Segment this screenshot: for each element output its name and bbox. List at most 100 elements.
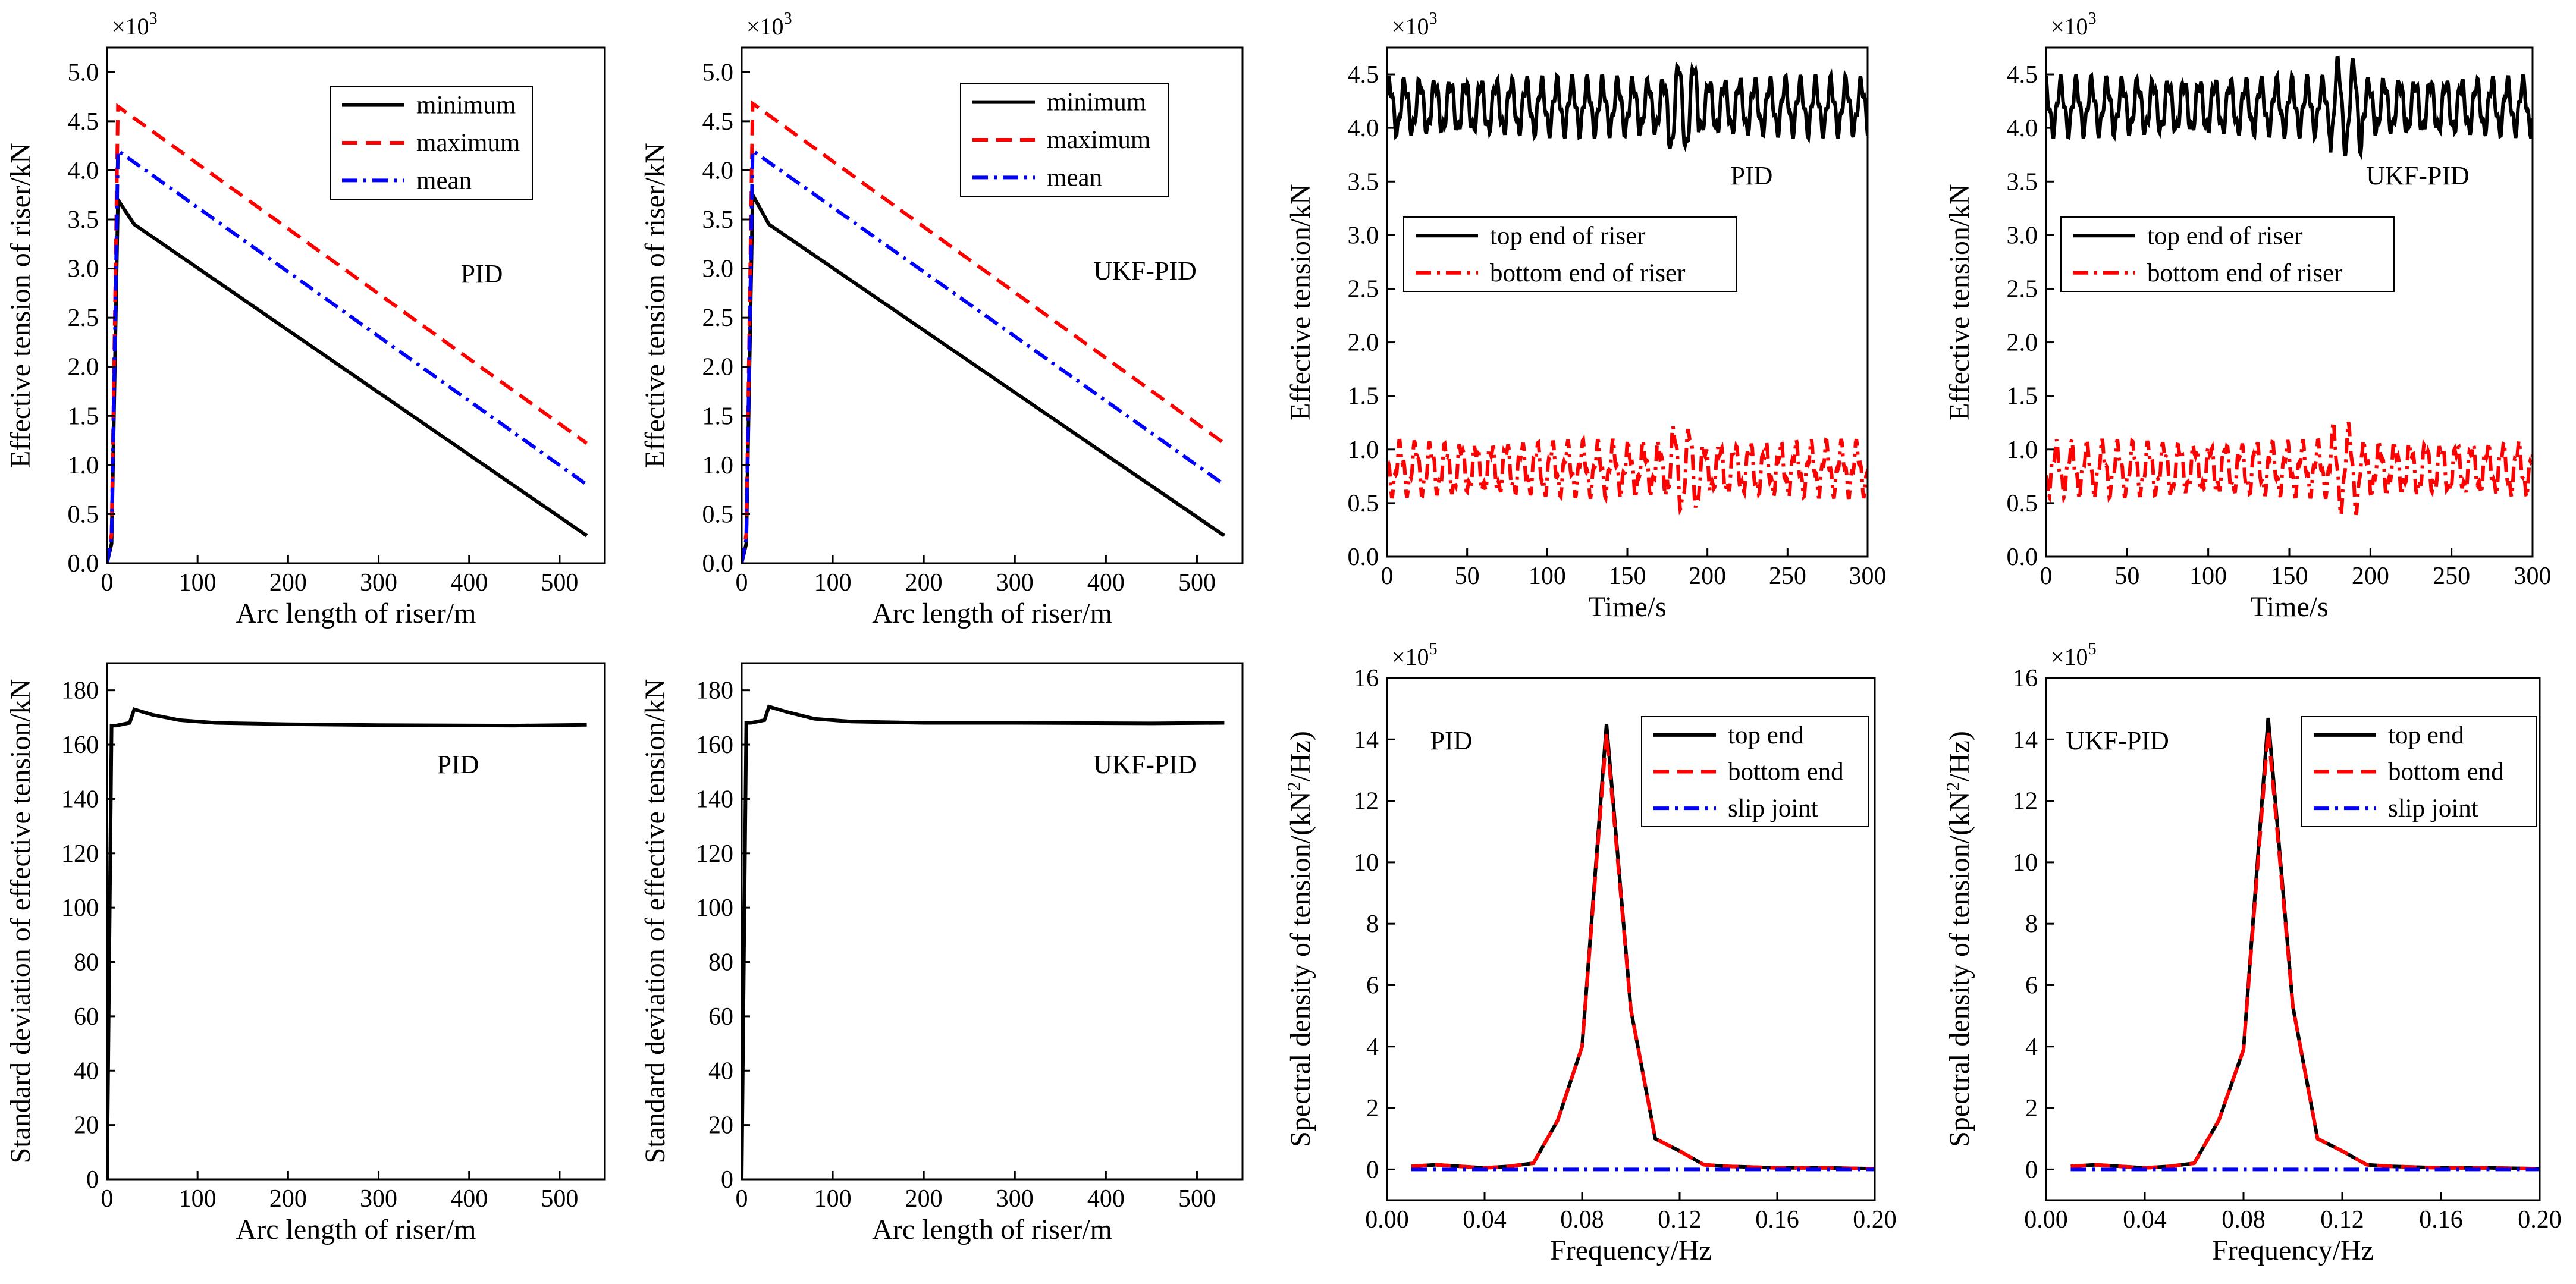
y-tick-label: 4.5 (68, 108, 99, 136)
y-tick-label: 80 (708, 949, 733, 977)
legend-label: minimum (416, 92, 516, 120)
y-tick-label: 3.0 (68, 256, 99, 283)
legend-label: bottom end of riser (2147, 259, 2342, 287)
x-tick-label: 0 (101, 1185, 114, 1213)
legend: top end of riser bottom end of riser (1403, 216, 1737, 292)
legend-label: slip joint (2388, 795, 2478, 822)
y-tick-label: 160 (61, 732, 99, 759)
y-tick-label: 4 (1366, 1034, 1379, 1061)
legend-label: top end of riser (1490, 222, 1646, 250)
y-tick-label: 20 (74, 1112, 99, 1139)
y-tick-label: 0.0 (1348, 544, 1379, 571)
y-tick-label: 2 (1366, 1095, 1379, 1122)
series-line-minimum (107, 194, 588, 563)
y-tick-label: 4.0 (1348, 115, 1379, 142)
y-tick-label: 14 (2013, 726, 2038, 754)
y-tick-label: 10 (2013, 849, 2038, 877)
panel-label: UKF-PID (1093, 750, 1197, 779)
multiplier-exponent: 5 (1429, 640, 1438, 658)
y-tick-label: 2.5 (702, 304, 734, 332)
x-axis-label: Time/s (1588, 591, 1667, 623)
x-tick-label: 0.00 (2024, 1206, 2068, 1233)
x-axis-label: Arc length of riser/m (236, 598, 476, 629)
y-tick-label: 5.0 (702, 59, 734, 86)
y-tick-label: 0.0 (2007, 544, 2038, 571)
y-tick-label: 8 (2025, 911, 2038, 938)
chart-panel-2: 0 100 200 300 400 500 0.0 0.5 1.0 1.5 2.0 2.5 3.0 3.5… (639, 10, 1244, 629)
y-tick-label: 10 (1354, 849, 1379, 877)
y-tick-label: 0.0 (702, 550, 734, 577)
plot-frame (741, 46, 1244, 564)
y-tick-label: 6 (1366, 972, 1379, 999)
multiplier-base: ×10 (1392, 13, 1429, 40)
y-axis-label-part: 2 (1283, 781, 1304, 791)
series-line-std (742, 704, 1225, 1179)
x-tick-label: 300 (360, 1185, 397, 1213)
y-tick-label: 16 (2013, 665, 2038, 692)
y-tick-label: 2.5 (2007, 275, 2038, 303)
y-tick-label: 80 (74, 949, 99, 977)
y-tick-label: 180 (61, 677, 99, 705)
x-tick-label: 500 (541, 569, 578, 597)
legend: top end bottom end slip joint (1641, 716, 1869, 827)
chart-panel-5: 0 100 200 300 400 500 0 20 40 60 80 100 120 140 160 180… (5, 662, 606, 1245)
x-tick-label: 500 (1178, 1185, 1216, 1213)
x-axis-label: Arc length of riser/m (236, 1214, 476, 1245)
axis-multiplier: ×103 (2051, 10, 2097, 40)
x-tick-label: 500 (1178, 569, 1216, 597)
y-tick-label: 0 (721, 1166, 733, 1194)
y-axis-label-part: /Hz) (1944, 731, 1975, 781)
panel-label: PID (1731, 161, 1773, 190)
panel-label: PID (461, 259, 503, 288)
legend: top end bottom end slip joint (2301, 716, 2537, 827)
plot-frame (741, 662, 1244, 1181)
series-line-top-end-of-riser (1387, 61, 1868, 152)
y-tick-label: 0 (1366, 1156, 1379, 1183)
multiplier-exponent: 3 (149, 10, 158, 28)
y-tick-label: 4.0 (702, 157, 734, 184)
y-tick-label: 2.0 (2007, 329, 2038, 357)
x-tick-label: 300 (2514, 563, 2552, 590)
x-tick-label: 500 (541, 1185, 578, 1213)
x-tick-label: 400 (1087, 569, 1125, 597)
x-tick-label: 100 (2189, 563, 2227, 590)
legend-label: maximum (1047, 126, 1150, 154)
y-tick-label: 1.5 (68, 403, 99, 430)
y-tick-label: 60 (708, 1003, 733, 1031)
x-axis-label: Arc length of riser/m (872, 1214, 1112, 1245)
x-tick-label: 150 (1609, 563, 1646, 590)
legend-label: minimum (1047, 89, 1146, 117)
x-tick-label: 0.08 (1560, 1206, 1604, 1233)
multiplier-base: ×10 (1392, 643, 1429, 670)
y-axis-label-part: Spectral density of tension/(kN (1285, 791, 1316, 1147)
legend-label: bottom end (2388, 758, 2504, 786)
y-tick-label: 3.0 (702, 256, 734, 283)
legend-label: bottom end of riser (1490, 259, 1685, 287)
panel-label: UKF-PID (1093, 256, 1197, 285)
y-tick-label: 140 (61, 786, 99, 813)
y-tick-label: 4.5 (1348, 61, 1379, 89)
y-tick-label: 0.5 (68, 501, 99, 528)
y-tick-label: 1.0 (68, 452, 99, 479)
y-tick-label: 100 (696, 894, 733, 922)
chart-panel-4: 0 50 100 150 200 250 300 0.0 0.5 1.0 1.5 2.0 2.5 3.0 3… (1944, 10, 2552, 623)
axis-multiplier: ×103 (746, 10, 792, 40)
x-tick-label: 400 (450, 569, 488, 597)
multiplier-base: ×10 (112, 13, 149, 40)
x-tick-label: 200 (905, 569, 943, 597)
plot-frame (2045, 46, 2534, 558)
series-line-std (107, 707, 587, 1179)
y-tick-label: 4 (2025, 1034, 2038, 1061)
y-tick-label: 4.5 (2007, 61, 2038, 89)
y-tick-label: 120 (61, 840, 99, 868)
x-tick-label: 0.20 (2518, 1206, 2562, 1233)
x-tick-label: 50 (2114, 563, 2139, 590)
y-tick-label: 3.5 (2007, 168, 2038, 196)
x-axis-label: Frequency/Hz (2212, 1235, 2374, 1266)
y-tick-label: 2 (2025, 1095, 2038, 1122)
y-tick-label: 5.0 (68, 59, 99, 86)
legend-label: maximum (416, 129, 520, 157)
x-tick-label: 300 (996, 569, 1034, 597)
x-tick-label: 200 (1689, 563, 1726, 590)
